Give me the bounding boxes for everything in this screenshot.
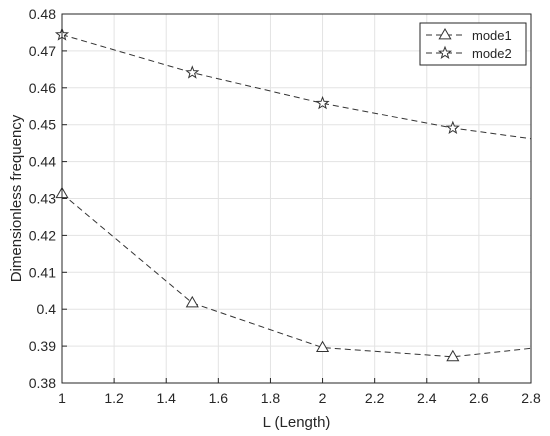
legend: mode1 mode2 [419, 22, 527, 66]
x-tick-label: 2.2 [365, 390, 385, 406]
y-tick-label: 0.47 [29, 43, 56, 59]
legend-item-mode2: mode2 [426, 45, 512, 61]
data-point-mode1 [185, 295, 199, 308]
y-tick-label: 0.41 [29, 264, 56, 280]
x-tick-label: 1.8 [261, 390, 281, 406]
x-tick-label: 2 [319, 390, 327, 406]
data-point-mode2 [445, 120, 460, 135]
y-tick-label: 0.38 [29, 375, 56, 391]
x-tick-label: 1.4 [156, 390, 176, 406]
x-tick-label: 2.8 [521, 390, 541, 406]
y-tick-label: 0.46 [29, 80, 56, 96]
x-tick-label: 2.6 [469, 390, 489, 406]
legend-marker-star [437, 45, 453, 60]
x-axis-ticks: 1 1.2 1.4 1.6 1.8 2 2.2 2.4 2.6 2.8 [58, 378, 541, 406]
legend-label: mode1 [472, 28, 512, 43]
data-point-mode1 [315, 340, 330, 352]
series-line-mode1 [61, 193, 532, 358]
y-tick-label: 0.42 [29, 227, 56, 243]
data-point-mode2 [315, 95, 330, 110]
data-point-mode2 [185, 65, 200, 79]
y-tick-label: 0.4 [37, 301, 57, 317]
x-axis-label: L (Length) [263, 414, 331, 431]
legend-box [419, 22, 527, 66]
legend-marker-triangle [438, 27, 452, 40]
series-mode1 [55, 186, 532, 362]
x-tick-label: 1.6 [209, 390, 229, 406]
data-point-mode1 [446, 349, 460, 362]
y-tick-label: 0.48 [29, 6, 56, 22]
legend-item-mode1: mode1 [426, 27, 512, 43]
x-tick-label: 1 [58, 390, 66, 406]
series-layer [54, 27, 532, 362]
y-axis-label: Dimensionless frequency [8, 114, 25, 282]
legend-label: mode2 [472, 46, 512, 61]
y-tick-label: 0.43 [29, 191, 56, 207]
y-tick-label: 0.39 [29, 338, 56, 354]
y-tick-label: 0.44 [29, 154, 56, 170]
y-tick-label: 0.45 [29, 117, 56, 133]
x-tick-label: 2.4 [417, 390, 437, 406]
grid [61, 13, 532, 384]
series-line-mode2 [61, 34, 532, 140]
y-axis-ticks: 0.38 0.39 0.4 0.41 0.42 0.43 0.44 0.45 0.46 0.47 0… [29, 6, 67, 391]
x-tick-label: 1.2 [104, 390, 124, 406]
